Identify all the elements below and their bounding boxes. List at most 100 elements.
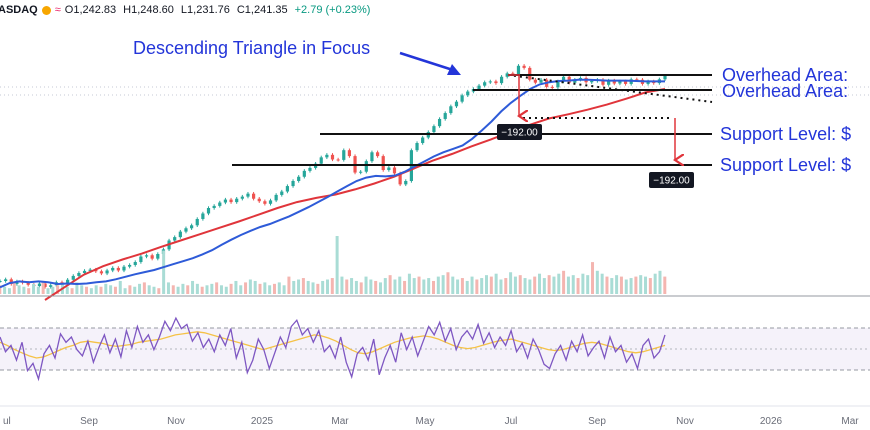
candle-body	[4, 279, 8, 282]
time-tick-label: May	[416, 416, 435, 427]
volume-bar	[142, 282, 146, 294]
volume-bar	[663, 276, 667, 294]
volume-bar	[619, 276, 623, 294]
candle-body	[71, 275, 75, 280]
candlestick-series	[0, 64, 667, 289]
volume-bar	[398, 276, 402, 294]
candle-body	[511, 73, 515, 75]
candle-body	[612, 80, 616, 84]
volume-bar	[354, 280, 358, 294]
volume-bar	[431, 280, 435, 294]
candle-body	[607, 80, 611, 85]
volume-bar	[451, 276, 455, 294]
candle-body	[443, 113, 447, 119]
volume-bar	[36, 286, 40, 294]
volume-bar	[605, 276, 609, 294]
ohlc-close: C1,241.35	[236, 4, 288, 16]
target-badge-1: −192.00	[497, 124, 542, 140]
rsi-line	[0, 316, 666, 382]
symbol-header: ASDAQ ≈ O1,242.83 H1,248.60 L1,231.76 C1…	[0, 2, 370, 18]
volume-bar	[311, 282, 315, 294]
candle-body	[133, 262, 137, 265]
candle-body	[26, 282, 30, 285]
candle-body	[528, 67, 532, 80]
volume-bar	[113, 286, 117, 294]
candle-body	[280, 191, 284, 195]
volume-bar	[70, 288, 74, 294]
volume-bar	[200, 286, 204, 294]
volume-bar	[460, 278, 464, 294]
volume-bar	[210, 283, 214, 294]
candle-body	[375, 152, 380, 157]
candle-body	[82, 270, 87, 273]
time-tick-label: Mar	[331, 416, 349, 427]
title-pointer-line	[399, 51, 457, 73]
candle-body	[387, 167, 391, 171]
volume-bar	[639, 275, 643, 294]
volume-bar	[571, 275, 575, 294]
volume-bar	[485, 275, 489, 294]
volume-bar	[321, 280, 325, 294]
volume-bar	[374, 280, 378, 294]
volume-bar	[345, 279, 349, 294]
volume-bar	[562, 270, 566, 294]
volume-bar	[224, 286, 228, 294]
time-tick-label: Nov	[676, 416, 694, 427]
volume-bar	[109, 285, 113, 294]
candle-body	[325, 154, 329, 158]
candle-body	[466, 91, 470, 96]
volume-bar	[176, 286, 180, 294]
volume-bar	[634, 276, 638, 294]
volume-bar	[581, 273, 585, 294]
candle-body	[404, 180, 408, 185]
volume-bar	[325, 279, 329, 294]
candle-body	[454, 101, 459, 107]
candle-body	[206, 208, 211, 214]
volume-bar	[658, 270, 662, 294]
candle-body	[223, 199, 228, 203]
volume-bar	[292, 280, 296, 294]
volume-bar	[191, 280, 195, 294]
candle-body	[437, 118, 442, 127]
time-tick-label: ul	[3, 416, 11, 427]
time-tick-label: 2025	[251, 416, 274, 427]
volume-bar	[330, 278, 334, 294]
candle-body	[218, 202, 222, 206]
candle-body	[347, 150, 352, 157]
volume-bar	[3, 286, 7, 294]
overhead-label-2: Overhead Area:	[722, 81, 848, 101]
volume-bar	[316, 283, 320, 294]
volume-bar	[51, 286, 55, 294]
volume-bar	[89, 288, 93, 294]
candle-body	[201, 213, 205, 219]
candle-body	[246, 193, 250, 197]
candle-body	[533, 79, 537, 83]
candle-body	[494, 81, 498, 84]
volume-bar	[301, 278, 305, 294]
volume-bar	[94, 285, 98, 294]
volume-bar	[350, 278, 354, 294]
volume-bar	[648, 278, 652, 294]
volume-bar	[644, 276, 648, 294]
candle-body	[522, 65, 526, 68]
volume-bar	[215, 282, 219, 294]
volume-bar	[205, 285, 209, 294]
volume-bar	[41, 280, 45, 294]
volume-bar	[586, 275, 590, 294]
volume-series	[0, 236, 667, 294]
candle-body	[144, 255, 149, 257]
volume-bar	[282, 285, 286, 294]
volume-bar	[624, 279, 628, 294]
volume-bar	[186, 285, 190, 294]
volume-bar	[436, 276, 440, 294]
volume-bar	[195, 283, 199, 294]
volume-bar	[248, 279, 252, 294]
chart-type-wave-icon: ≈	[54, 4, 61, 16]
time-tick-label: Mar	[841, 416, 859, 427]
candle-body	[415, 143, 419, 151]
volume-bar	[475, 279, 479, 294]
volume-bar	[615, 275, 619, 294]
volume-bar	[118, 280, 122, 294]
volume-bar	[533, 276, 537, 294]
